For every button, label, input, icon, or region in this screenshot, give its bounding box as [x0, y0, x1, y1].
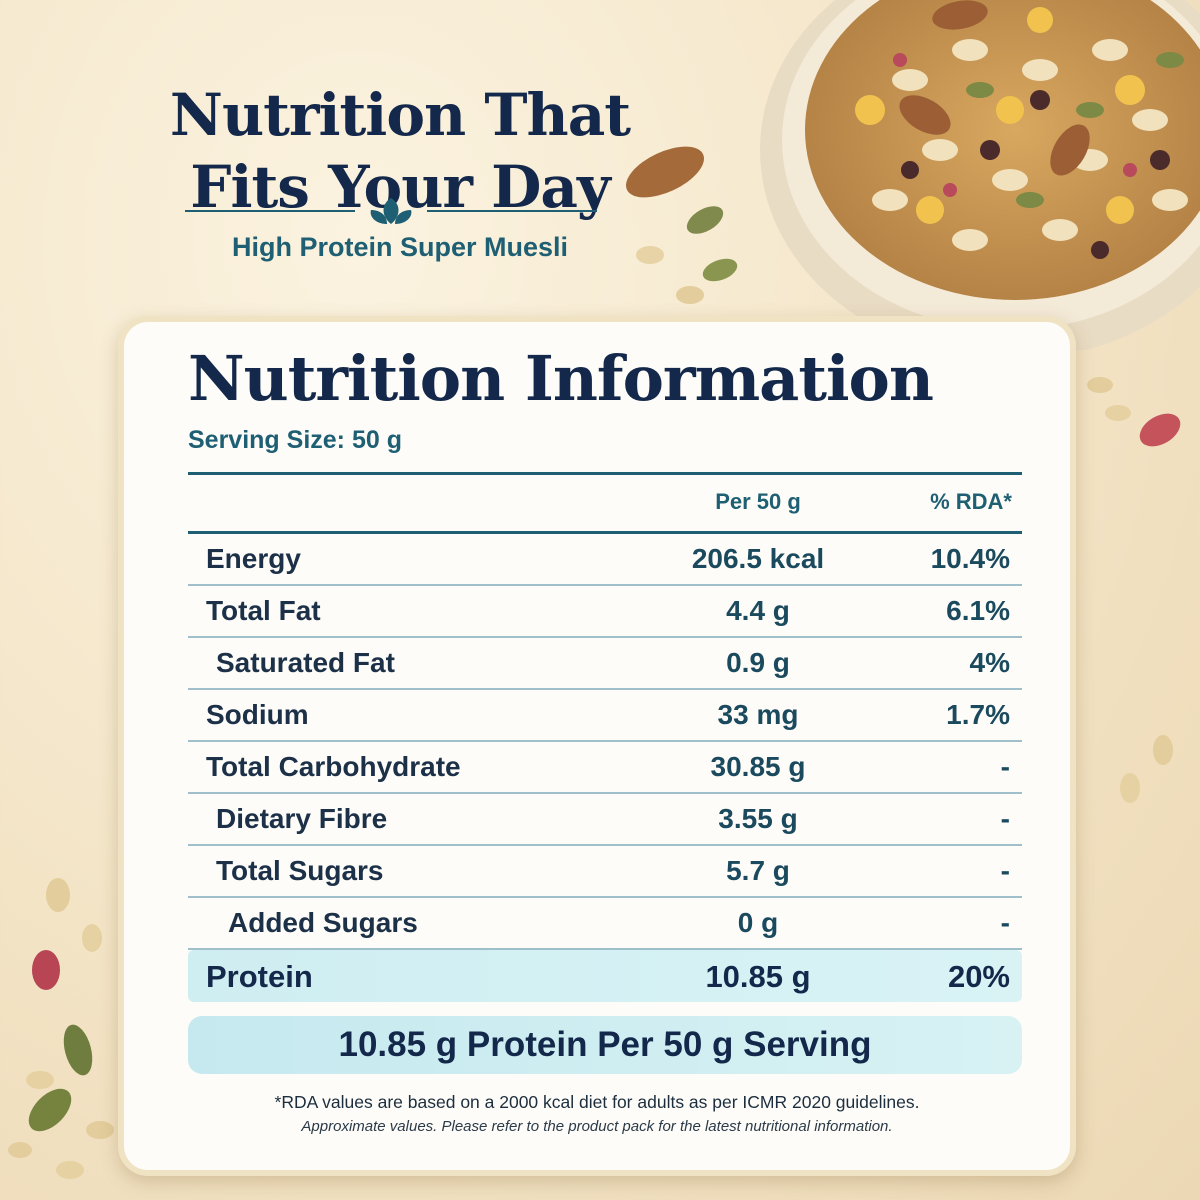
oat-flake-icon [1105, 405, 1131, 421]
column-per-header: Per 50 g [715, 489, 801, 514]
headline-line-1: Nutrition That [169, 80, 631, 149]
table-header: Per 50 g % RDA* [188, 475, 1022, 534]
nutrient-name: Total Sugars [216, 855, 384, 886]
oat-flake-icon [46, 878, 70, 912]
nutrient-amount: 30.85 g [710, 751, 806, 782]
headline-divider [185, 198, 597, 224]
nutrient-rda: 6.1% [946, 595, 1010, 626]
oat-flake-icon [676, 286, 704, 304]
muesli-bowl-icon [760, 0, 1200, 350]
nutrient-name: Saturated Fat [216, 647, 395, 678]
rose-petal-icon [32, 950, 60, 990]
oat-flake-icon [1153, 735, 1173, 765]
nutrient-amount: 206.5 kcal [691, 543, 825, 574]
table-row: Added Sugars 0 g - [188, 898, 1022, 950]
nutrient-name: Added Sugars [228, 907, 418, 938]
table-row: Dietary Fibre 3.55 g - [188, 794, 1022, 846]
nutrient-name: Total Carbohydrate [206, 751, 461, 782]
pumpkin-seed-icon [28, 1088, 72, 1132]
oat-flake-icon [56, 1161, 84, 1179]
nutrient-rda: 4% [969, 647, 1010, 678]
table-row: Total Sugars 5.7 g - [188, 846, 1022, 898]
nutrient-amount: 33 mg [717, 699, 799, 730]
oat-flake-icon [1087, 377, 1113, 393]
oat-flake-icon [86, 1121, 114, 1139]
nutrient-name: Sodium [206, 699, 309, 730]
nutrient-name: Protein [206, 959, 313, 994]
almond-icon [626, 146, 704, 198]
table-row: Total Fat 4.4 g 6.1% [188, 586, 1022, 638]
card-title: Nutrition Information [188, 342, 934, 415]
oat-flake-icon [636, 246, 664, 264]
table-row: Total Carbohydrate 30.85 g - [188, 742, 1022, 794]
nutrient-rda: 20% [947, 959, 1010, 994]
nutrient-amount: 0 g [737, 907, 779, 938]
nutrient-rda: - [1000, 855, 1010, 886]
nutrient-name: Total Fat [206, 595, 321, 626]
disclaimer: Approximate values. Please refer to the … [301, 1118, 893, 1135]
headline: Nutrition That Fits Your Day [150, 79, 650, 223]
oat-flake-icon [82, 924, 102, 952]
nutrient-rda: - [1000, 907, 1010, 938]
pumpkin-seed-icon [686, 206, 724, 234]
oat-flake-icon [1120, 773, 1140, 803]
nutrient-rda: 1.7% [946, 699, 1010, 730]
table-row: Energy 206.5 kcal 10.4% [188, 534, 1022, 586]
pumpkin-seed-icon [702, 258, 738, 282]
serving-size: Serving Size: 50 g [188, 426, 402, 454]
nutrient-amount: 0.9 g [726, 647, 790, 678]
headline-line-2: Fits Your Day [190, 152, 610, 221]
nutrient-rda: - [1000, 751, 1010, 782]
protein-row: Protein 10.85 g 20% [188, 950, 1022, 1002]
nutrition-table: Per 50 g % RDA* Energy 206.5 kcal 10.4% … [188, 472, 1022, 1002]
nutrient-rda: 10.4% [930, 543, 1010, 574]
leaf-icon [370, 198, 412, 224]
column-rda-header: % RDA* [930, 489, 1012, 514]
nutrient-amount: 10.85 g [705, 959, 811, 994]
pumpkin-seed-icon [63, 1024, 93, 1076]
oat-flake-icon [26, 1071, 54, 1089]
nutrient-amount: 5.7 g [726, 855, 790, 886]
product-subtitle: High Protein Super Muesli [231, 232, 569, 262]
nutrient-rda: - [1000, 803, 1010, 834]
protein-banner: 10.85 g Protein Per 50 g Serving [188, 1016, 1022, 1074]
nutrient-name: Energy [206, 543, 301, 574]
rose-petal-icon [1139, 413, 1181, 447]
nutrient-amount: 3.55 g [718, 803, 798, 834]
table-row: Sodium 33 mg 1.7% [188, 690, 1022, 742]
nutrient-amount: 4.4 g [726, 595, 790, 626]
table-row: Saturated Fat 0.9 g 4% [188, 638, 1022, 690]
nutrition-card: Nutrition Information Serving Size: 50 g… [118, 316, 1076, 1176]
oat-flake-icon [8, 1142, 32, 1158]
rda-footnote: *RDA values are based on a 2000 kcal die… [274, 1092, 920, 1112]
nutrient-name: Dietary Fibre [216, 803, 388, 834]
